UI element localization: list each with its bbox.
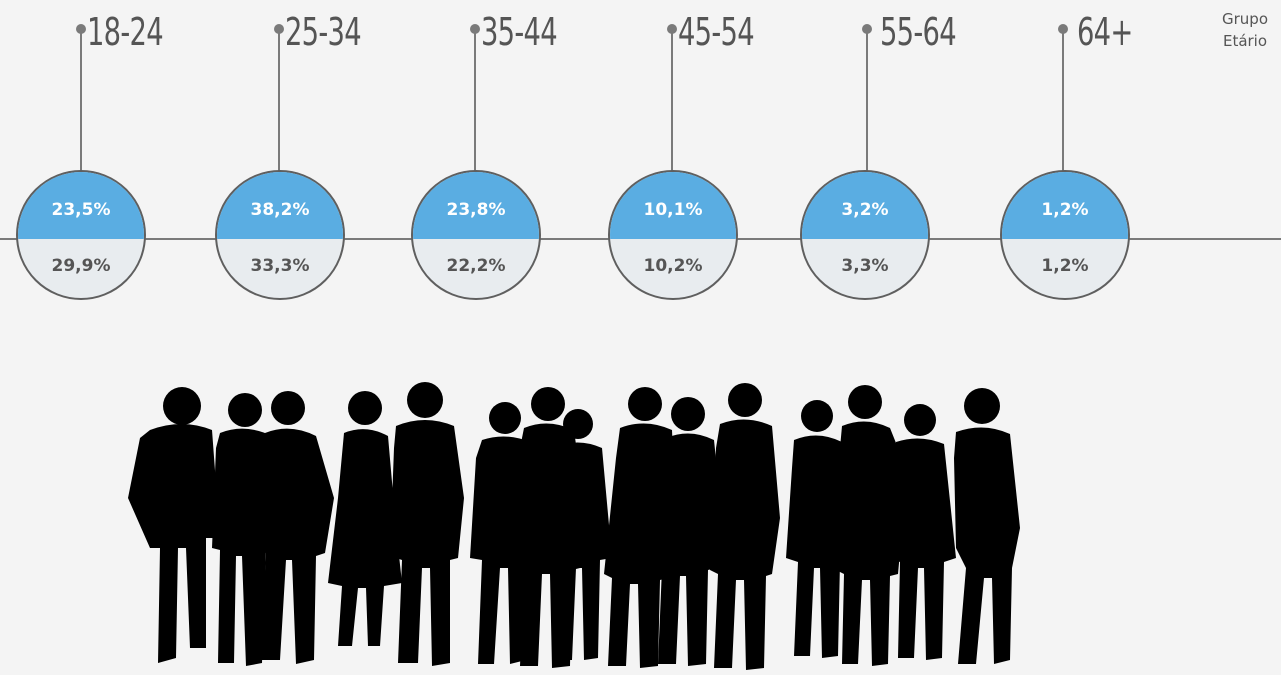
bubble-top-half [18,172,144,239]
value-bubble: 23,5% 29,9% [16,170,146,300]
person-silhouette [836,385,910,666]
person-silhouette [550,409,612,660]
crowd-silhouette [128,382,1020,670]
group-stem [278,29,280,171]
value-bottom: 22,2% [446,256,506,276]
value-top: 3,2% [841,200,889,220]
person-silhouette [710,383,780,670]
age-label: 64+ [1077,10,1133,54]
age-label: 25-34 [285,10,362,54]
value-top: 23,5% [51,200,111,220]
value-top: 10,1% [643,200,703,220]
person-silhouette [328,391,402,646]
person-silhouette [786,400,852,658]
person-silhouette [128,387,220,663]
person-silhouette [390,382,464,666]
group-stem [671,29,673,171]
age-label: 55-64 [880,10,957,54]
value-bubble: 3,2% 3,3% [800,170,930,300]
bubble-top-half [802,172,928,239]
value-bubble: 38,2% 33,3% [215,170,345,300]
value-bottom: 3,3% [841,256,889,276]
group-stem [866,29,868,171]
legend-line-2: Etário [1222,32,1268,50]
age-label: 45-54 [678,10,755,54]
group-stem [1062,29,1064,171]
value-top: 23,8% [446,200,506,220]
value-bubble: 1,2% 1,2% [1000,170,1130,300]
age-label: 35-44 [481,10,558,54]
bubble-top-half [413,172,539,239]
person-silhouette [654,397,722,666]
value-top: 38,2% [250,200,310,220]
value-top: 1,2% [1041,200,1089,220]
person-silhouette [260,391,334,664]
value-bottom: 29,9% [51,256,111,276]
value-bottom: 1,2% [1041,256,1089,276]
group-stem [80,29,82,171]
legend-label: Grupo Etário [1212,8,1278,52]
group-stem [474,29,476,171]
value-bottom: 33,3% [250,256,310,276]
person-silhouette [212,393,278,666]
value-bubble: 23,8% 22,2% [411,170,541,300]
value-bottom: 10,2% [643,256,703,276]
person-silhouette [954,388,1020,664]
person-silhouette [890,404,956,660]
value-bubble: 10,1% 10,2% [608,170,738,300]
legend-line-1: Grupo [1222,10,1268,28]
bubble-top-half [1002,172,1128,239]
bubble-top-half [610,172,736,239]
person-silhouette [604,387,676,668]
age-label: 18-24 [87,10,164,54]
bubble-top-half [217,172,343,239]
